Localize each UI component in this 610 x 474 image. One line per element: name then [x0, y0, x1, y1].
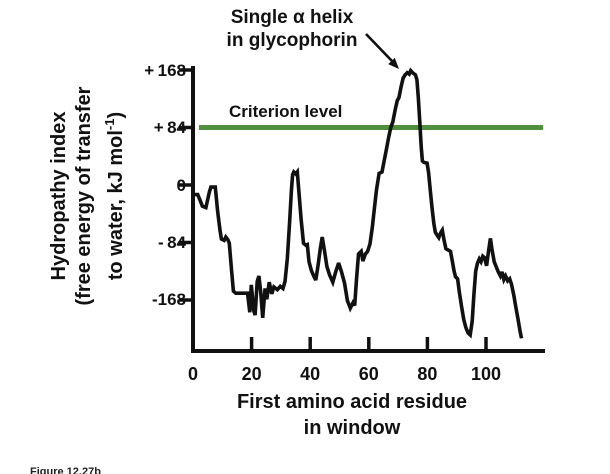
x-tick-label: 100	[470, 364, 502, 384]
x-tick-label: 40	[300, 364, 321, 384]
annotation-arrow-icon	[365, 33, 399, 69]
y-tick-label: - 84	[158, 232, 186, 252]
x-axis-title: First amino acid residue in window	[237, 389, 467, 441]
x-tick-label: 80	[417, 364, 438, 384]
x-axis-title-line1: First amino acid residue	[236, 391, 468, 413]
annotation-line1: Single α helix	[230, 7, 354, 28]
x-axis-title-line2: in window	[303, 417, 401, 439]
annotation-label: Single α helix in glycophorin	[227, 6, 358, 52]
x-tick-label: 60	[358, 364, 379, 384]
x-tick-label: 20	[241, 364, 262, 384]
y-tick-label: + 84	[153, 118, 186, 137]
figure-caption: Figure 12.27b	[30, 466, 101, 474]
x-tick-label: 0	[187, 364, 198, 384]
criterion-level-label: Criterion level	[229, 102, 343, 121]
y-tick-label: + 168	[144, 60, 186, 80]
y-tick-label: -168	[151, 290, 186, 310]
y-axis-title-line2: (free energy of transfer	[73, 86, 96, 306]
y-axis-title-line1: Hydropathy index	[48, 111, 71, 281]
hydropathy-curve	[193, 67, 524, 339]
annotation-line2: in glycophorin	[226, 30, 358, 51]
y-tick-label: 0	[176, 175, 186, 195]
axis-ticks	[179, 68, 488, 351]
